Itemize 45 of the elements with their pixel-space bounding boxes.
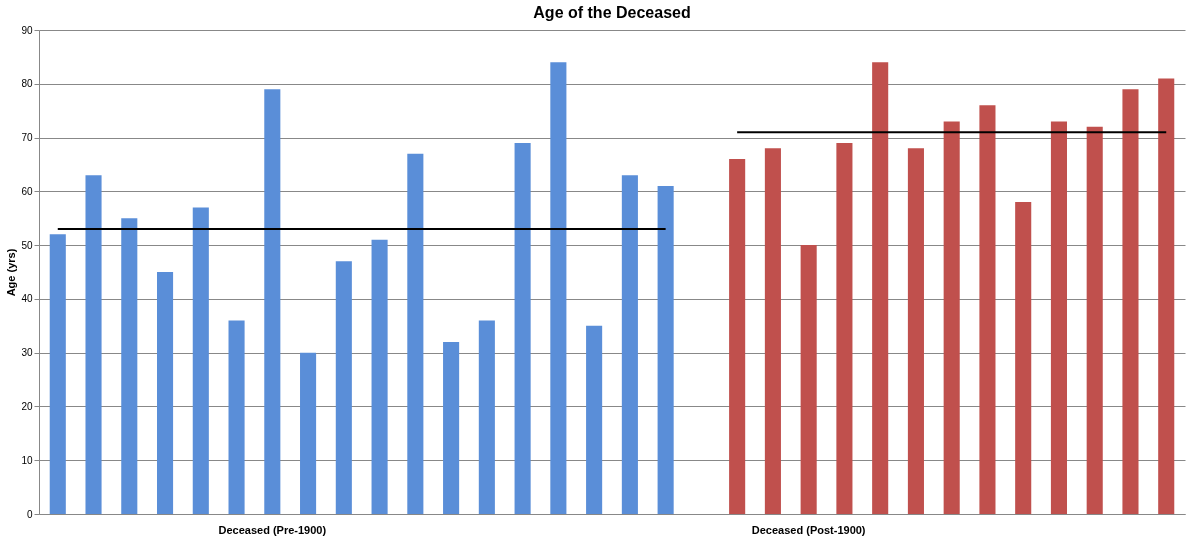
y-tick-label: 30 bbox=[21, 347, 33, 359]
bar bbox=[943, 121, 960, 514]
y-tick-label: 20 bbox=[21, 400, 33, 412]
bar bbox=[586, 325, 603, 514]
bar bbox=[478, 320, 495, 514]
bar bbox=[157, 272, 174, 514]
y-axis-title: Age (yrs) bbox=[5, 248, 18, 297]
bar bbox=[85, 175, 102, 514]
bar bbox=[514, 142, 531, 514]
bar bbox=[228, 320, 245, 514]
bar bbox=[1015, 202, 1032, 514]
bar bbox=[836, 142, 853, 514]
bar bbox=[300, 352, 317, 514]
y-tick-label: 10 bbox=[21, 454, 33, 466]
chart-title: Age of the Deceased bbox=[533, 4, 691, 21]
bar bbox=[335, 261, 352, 514]
y-tick-label: 70 bbox=[21, 132, 33, 144]
bar bbox=[371, 239, 388, 514]
bar bbox=[1122, 89, 1139, 514]
bar bbox=[121, 218, 138, 514]
y-tick-label: 80 bbox=[21, 78, 33, 90]
bar bbox=[800, 245, 817, 514]
bar bbox=[49, 234, 66, 514]
bar bbox=[729, 159, 746, 514]
bar bbox=[407, 153, 424, 514]
y-tick-label: 40 bbox=[21, 293, 33, 305]
bar bbox=[550, 62, 567, 514]
bar bbox=[1050, 121, 1067, 514]
bar bbox=[907, 148, 924, 514]
bar bbox=[979, 105, 996, 514]
bar bbox=[872, 62, 889, 514]
y-tick-label: 60 bbox=[21, 185, 33, 197]
bar bbox=[443, 341, 460, 514]
bar bbox=[657, 185, 674, 514]
bar bbox=[621, 175, 638, 514]
bar bbox=[764, 148, 781, 514]
y-tick-label: 50 bbox=[21, 239, 33, 251]
bar bbox=[264, 89, 281, 514]
x-tick-label: Deceased (Post-1900) bbox=[751, 523, 866, 536]
y-tick-label: 0 bbox=[26, 508, 33, 520]
bar bbox=[1158, 78, 1175, 514]
bar bbox=[1086, 126, 1103, 514]
x-tick-label: Deceased (Pre-1900) bbox=[218, 523, 327, 536]
y-tick-label: 90 bbox=[21, 24, 33, 36]
bar bbox=[192, 207, 209, 514]
